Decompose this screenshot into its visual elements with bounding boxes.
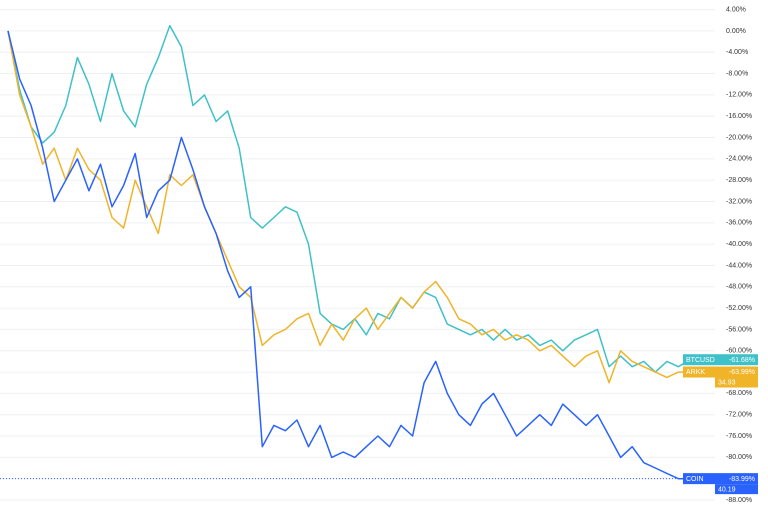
price-tag-value: 40.19 xyxy=(718,486,736,493)
series-line xyxy=(7,30,691,480)
end-tag xyxy=(683,366,758,378)
y-tick-label: -28.00% xyxy=(726,177,752,184)
y-tick-label: -68.00% xyxy=(726,390,752,397)
series-line xyxy=(7,30,691,384)
y-tick-label: -52.00% xyxy=(726,305,752,312)
y-tick-label: -88.00% xyxy=(726,497,752,504)
y-tick-label: -80.00% xyxy=(726,454,752,461)
y-tick-label: -56.00% xyxy=(726,326,752,333)
y-tick-label: -76.00% xyxy=(726,433,752,440)
y-tick-label: -36.00% xyxy=(726,220,752,227)
end-tag-name: ARKK xyxy=(686,369,705,376)
y-tick-label: -20.00% xyxy=(726,134,752,141)
y-tick-label: -24.00% xyxy=(726,156,752,163)
price-tag xyxy=(715,377,758,388)
y-tick-label: -32.00% xyxy=(726,198,752,205)
end-tag-value: -63.99% xyxy=(729,369,755,376)
end-tag xyxy=(683,473,758,485)
y-tick-label: 0.00% xyxy=(726,28,746,35)
y-tick-label: -72.00% xyxy=(726,412,752,419)
end-tag-value: -83.99% xyxy=(729,476,755,483)
end-tag-name: BTCUSD xyxy=(686,357,715,364)
y-tick-label: -60.00% xyxy=(726,348,752,355)
end-tag-value: -61.68% xyxy=(729,357,755,364)
series-line xyxy=(7,24,691,373)
y-tick-label: -44.00% xyxy=(726,262,752,269)
y-tick-label: 4.00% xyxy=(726,6,746,13)
y-tick-label: -4.00% xyxy=(726,49,748,56)
y-tick-label: -40.00% xyxy=(726,241,752,248)
y-tick-label: -48.00% xyxy=(726,284,752,291)
end-tag xyxy=(683,354,758,366)
y-tick-label: -12.00% xyxy=(726,92,752,99)
end-tag-name: COIN xyxy=(686,476,704,483)
y-tick-label: -8.00% xyxy=(726,70,748,77)
price-tag-value: 34.93 xyxy=(718,380,736,387)
price-tag xyxy=(715,484,758,495)
y-tick-label: -16.00% xyxy=(726,113,752,120)
